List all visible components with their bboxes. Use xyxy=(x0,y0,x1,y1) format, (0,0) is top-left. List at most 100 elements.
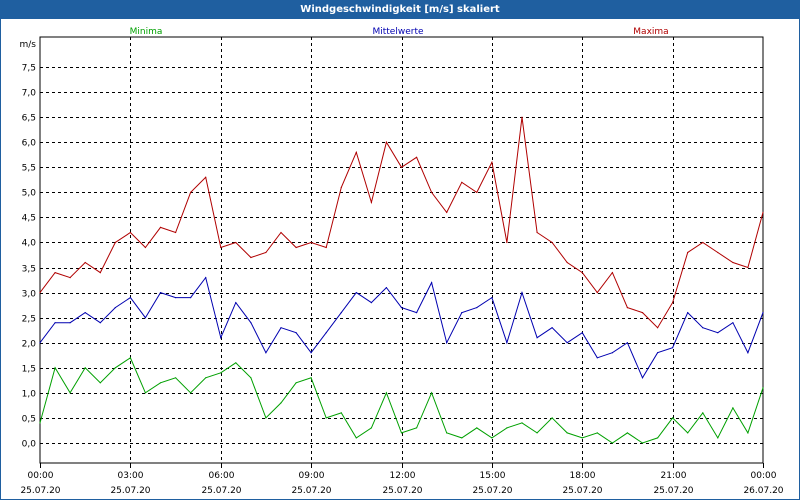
data-point-minima xyxy=(431,392,433,394)
data-point-mittelwerte xyxy=(506,342,508,344)
x-tick-time: 00:00 xyxy=(751,471,777,481)
data-point-minima xyxy=(747,432,749,434)
data-point-minima xyxy=(129,357,131,359)
y-tick-label: 7,0 xyxy=(22,89,37,99)
data-point-mittelwerte xyxy=(159,292,162,294)
data-point-mittelwerte xyxy=(265,352,267,354)
data-point-mittelwerte xyxy=(476,307,478,309)
x-tick-time: 15:00 xyxy=(480,471,506,481)
data-point-mittelwerte xyxy=(641,377,644,379)
y-tick-label: 5,5 xyxy=(22,164,36,174)
data-point-mittelwerte xyxy=(69,322,71,324)
data-point-maxima xyxy=(657,327,659,329)
grid xyxy=(40,37,763,463)
series-line-minima xyxy=(39,357,764,444)
data-point-minima xyxy=(99,382,101,384)
data-point-mittelwerte xyxy=(370,302,372,304)
data-point-minima xyxy=(446,432,448,434)
x-tick-time: 21:00 xyxy=(661,471,687,481)
y-tick-label: 4,0 xyxy=(22,239,37,249)
x-tick-date: 25.07.20 xyxy=(201,486,241,496)
data-point-minima xyxy=(521,422,523,424)
y-axis: 0,0 0,5 1,0 1,5 2,0 2,5 3,0 3,5 4,0 4,5 5,0 5,5 6,0 6… xyxy=(20,40,37,450)
data-point-minima xyxy=(461,437,463,439)
data-point-minima xyxy=(295,382,297,384)
data-point-maxima xyxy=(762,211,764,213)
data-point-mittelwerte xyxy=(355,292,357,294)
data-point-mittelwerte xyxy=(762,312,764,314)
data-point-maxima xyxy=(672,302,674,304)
data-point-minima xyxy=(626,432,629,434)
data-point-minima xyxy=(732,407,734,409)
data-point-mittelwerte xyxy=(416,312,418,314)
x-tick-time: 03:00 xyxy=(118,471,144,481)
series-layer xyxy=(39,116,764,444)
y-axis-label: m/s xyxy=(20,40,37,50)
data-point-maxima xyxy=(626,307,629,309)
data-point-mittelwerte xyxy=(687,312,689,314)
x-tick-date: 25.07.20 xyxy=(291,486,331,496)
data-point-mittelwerte xyxy=(446,342,448,344)
data-point-maxima xyxy=(129,231,131,234)
data-point-maxima xyxy=(190,191,192,193)
data-point-maxima xyxy=(99,272,101,274)
data-point-mittelwerte xyxy=(702,327,704,329)
data-point-minima xyxy=(250,377,252,379)
data-point-maxima xyxy=(340,186,342,188)
data-point-minima xyxy=(39,422,41,424)
series-line-maxima xyxy=(39,117,764,329)
y-tick-label: 0,0 xyxy=(22,440,37,450)
data-point-maxima xyxy=(506,241,508,244)
data-point-maxima xyxy=(265,251,267,254)
data-point-mittelwerte xyxy=(129,297,131,299)
data-point-mittelwerte xyxy=(717,332,719,334)
data-point-maxima xyxy=(54,272,56,274)
y-tick-label: 2,5 xyxy=(22,315,36,325)
data-point-mittelwerte xyxy=(400,307,403,309)
data-point-mittelwerte xyxy=(385,287,387,289)
data-point-minima xyxy=(385,392,387,394)
x-tick-date: 25.07.20 xyxy=(472,486,512,496)
data-point-minima xyxy=(672,417,674,419)
data-point-maxima xyxy=(39,292,41,294)
data-point-maxima xyxy=(114,241,116,244)
x-tick-date: 25.07.20 xyxy=(562,486,602,496)
data-point-minima xyxy=(220,372,222,374)
data-point-minima xyxy=(265,417,267,419)
legend: Minima Mittelwerte Maxima xyxy=(130,27,669,37)
data-point-minima xyxy=(416,427,418,429)
data-point-mittelwerte xyxy=(144,317,146,319)
data-point-maxima xyxy=(581,272,583,274)
data-point-maxima xyxy=(446,211,448,213)
data-point-mittelwerte xyxy=(491,297,493,299)
x-tick-date: 25.07.20 xyxy=(382,486,422,496)
data-point-maxima xyxy=(355,151,357,153)
data-point-minima xyxy=(551,417,553,419)
data-point-mittelwerte xyxy=(732,322,734,324)
data-point-mittelwerte xyxy=(84,312,86,314)
data-point-maxima xyxy=(431,191,433,193)
data-point-mittelwerte xyxy=(220,337,222,339)
data-point-mittelwerte xyxy=(747,352,749,354)
data-point-mittelwerte xyxy=(235,302,237,304)
data-point-maxima xyxy=(476,191,478,193)
data-point-maxima xyxy=(310,241,312,244)
y-tick-label: 1,0 xyxy=(22,390,37,400)
data-point-minima xyxy=(566,432,568,434)
data-point-minima xyxy=(400,432,403,434)
data-point-minima xyxy=(54,367,56,369)
data-point-mittelwerte xyxy=(190,297,192,299)
data-point-minima xyxy=(702,412,704,414)
data-point-minima xyxy=(340,412,342,414)
data-point-mittelwerte xyxy=(280,327,282,329)
y-tick-label: 7,5 xyxy=(22,64,36,74)
data-point-minima xyxy=(190,392,192,394)
data-point-maxima xyxy=(702,241,704,244)
data-point-maxima xyxy=(566,261,568,264)
x-tick-time: 09:00 xyxy=(299,471,325,481)
x-tick-date: 25.07.20 xyxy=(20,486,60,496)
series-line-mittelwerte xyxy=(39,276,764,379)
data-point-maxima xyxy=(747,266,749,269)
data-point-mittelwerte xyxy=(310,352,312,354)
